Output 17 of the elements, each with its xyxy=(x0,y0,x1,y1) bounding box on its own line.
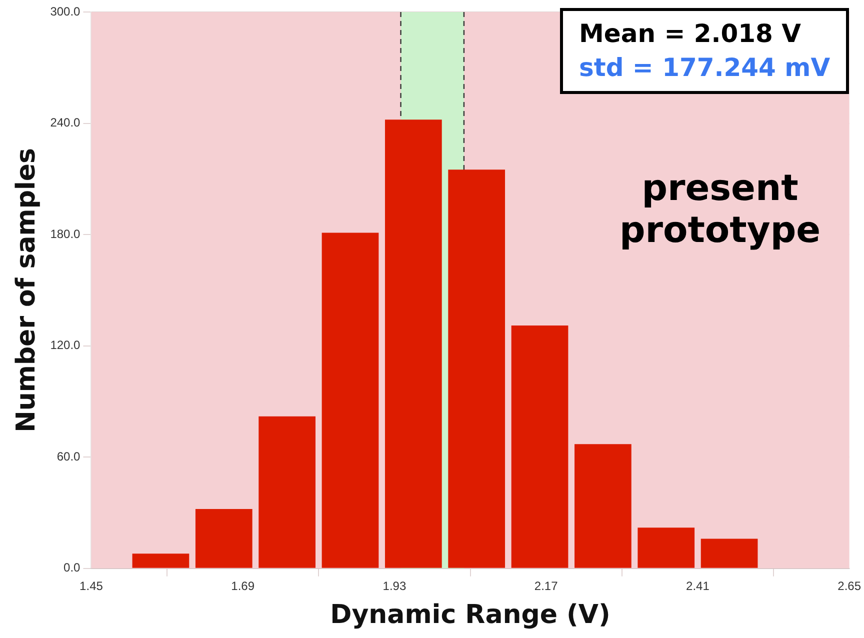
annotation: Mean = 2.018 V xyxy=(579,18,802,50)
y-tick-label: 0.0 xyxy=(64,560,81,575)
y-tick-label: 180.0 xyxy=(50,226,81,241)
y-tick-label: 240.0 xyxy=(50,116,81,130)
y-tick-label: 60.0 xyxy=(56,449,81,464)
x-tick-label: 1.93 xyxy=(382,578,406,593)
x-axis-title: Dynamic Range (V) xyxy=(330,600,610,630)
x-tick-label: 2.41 xyxy=(686,578,710,593)
y-tick-label: 300.0 xyxy=(50,4,81,18)
y-axis-title: Number of samples xyxy=(11,148,42,432)
y-tick-label: 120.0 xyxy=(50,338,81,352)
annotation: std = 177.244 mV xyxy=(579,52,830,84)
x-tick-label: 2.17 xyxy=(534,578,558,593)
x-tick-label: 2.65 xyxy=(838,578,862,593)
x-tick-label: 1.69 xyxy=(231,578,255,593)
x-tick-label: 1.45 xyxy=(80,578,104,593)
annotation: present prototype xyxy=(618,168,822,252)
